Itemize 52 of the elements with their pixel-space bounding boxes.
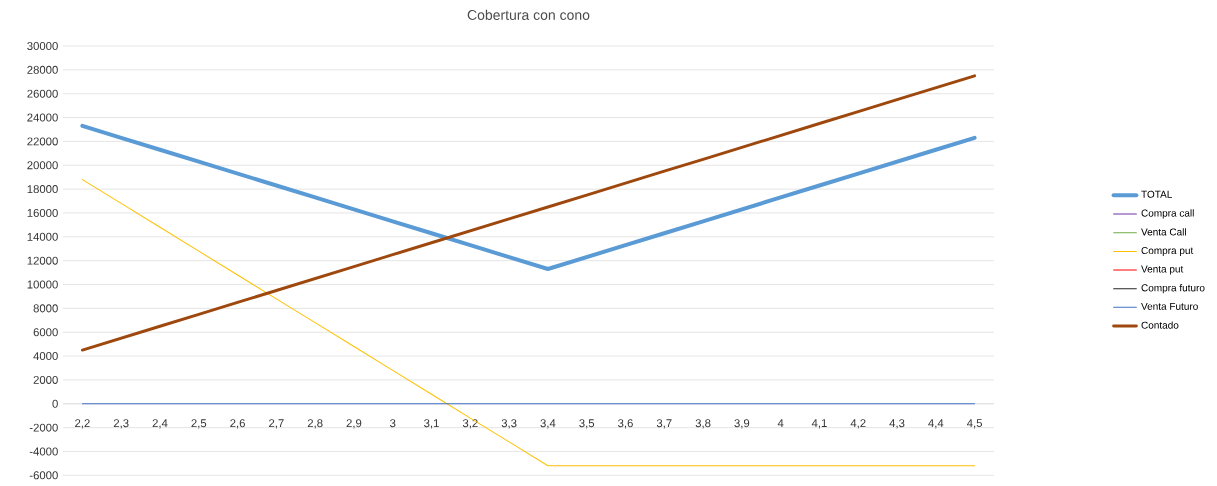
x-tick-label: 2,6 [230, 419, 245, 429]
x-tick-label: 2,2 [75, 419, 90, 429]
y-tick-label: 12000 [27, 256, 58, 265]
legend-label: Compra put [1141, 246, 1194, 257]
x-tick-label: 2,5 [191, 419, 207, 429]
x-tick-label: 2,4 [152, 419, 168, 429]
y-tick-label: 16000 [27, 208, 58, 217]
y-tick-label: 26000 [27, 89, 58, 98]
chart-title: Cobertura con cono [467, 9, 590, 20]
y-tick-label: 4000 [33, 352, 58, 361]
x-tick-label: 3,5 [579, 419, 595, 429]
legend-label: Compra futuro [1141, 284, 1205, 294]
legend-label: Contado [1141, 321, 1179, 329]
y-tick-label: 14000 [27, 232, 58, 241]
y-tick-label: 20000 [27, 161, 58, 170]
x-tick-label: 3,7 [656, 419, 672, 429]
legend-label: TOTAL [1141, 190, 1173, 198]
x-tick-label: 3,6 [618, 419, 633, 429]
y-tick-label: 30000 [27, 42, 58, 51]
y-tick-label: 28000 [27, 65, 58, 74]
y-tick-label: 8000 [33, 304, 58, 313]
x-tick-label: 3,8 [695, 419, 711, 429]
x-tick-label: 4,1 [811, 419, 827, 429]
legend-label: Venta Call [1141, 228, 1186, 236]
x-tick-label: 2,7 [269, 419, 284, 429]
x-tick-label: 4,2 [850, 419, 866, 429]
y-tick-label: 2000 [33, 375, 58, 384]
x-tick-label: 2,8 [307, 419, 323, 429]
y-tick-label: 22000 [27, 137, 58, 146]
y-tick-label: 0 [52, 399, 58, 408]
y-tick-label: 10000 [27, 280, 58, 289]
legend-label: Venta put [1141, 265, 1184, 275]
y-tick-label: -4000 [29, 447, 58, 456]
legend-label: Venta Futuro [1141, 302, 1198, 310]
x-tick-label: 3,9 [734, 419, 750, 429]
x-tick-label: 3 [390, 419, 396, 428]
x-tick-label: 4,3 [889, 419, 905, 429]
x-tick-label: 2,3 [113, 419, 129, 429]
x-tick-label: 4,5 [966, 419, 983, 429]
legend-label: Compra call [1141, 209, 1194, 219]
x-tick-label: 3,2 [462, 419, 478, 429]
x-tick-label: 3,3 [501, 419, 517, 429]
y-tick-label: -6000 [29, 471, 58, 480]
x-tick-label: 3,1 [424, 419, 439, 429]
y-tick-label: 18000 [27, 185, 58, 194]
x-tick-label: 4,4 [928, 419, 944, 429]
y-tick-label: -2000 [29, 423, 58, 432]
x-tick-label: 2,9 [346, 419, 362, 429]
x-tick-label: 4 [777, 419, 784, 427]
x-tick-label: 3,4 [540, 419, 556, 429]
y-tick-label: 6000 [33, 328, 58, 337]
y-tick-label: 24000 [27, 113, 58, 122]
